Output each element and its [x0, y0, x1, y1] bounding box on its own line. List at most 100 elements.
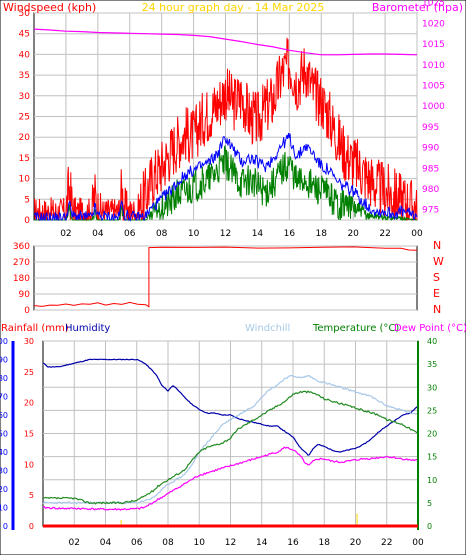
direction-tick-270: 270 [13, 258, 30, 268]
humidity-tick-70: 70 [0, 393, 8, 402]
direction-tick-180: 180 [13, 274, 30, 284]
series-temperature-c [42, 390, 419, 505]
wind-xtick-04: 04 [92, 229, 104, 239]
temperature-xtick-00: 00 [412, 538, 424, 548]
wind-xtick-08: 08 [156, 229, 168, 239]
series-barometer [33, 28, 418, 56]
barometer-axis-title: Barometer (hpa) [372, 1, 463, 14]
compass-label-s: S [433, 271, 440, 284]
wind-direction-panel: 0 90 180 270 360 N W S E N [13, 239, 444, 316]
humidity-tick-100: 100 [0, 337, 8, 346]
direction-tick-90: 90 [19, 290, 31, 300]
windspeed-tick-20: 20 [19, 133, 31, 143]
wind-xtick-00: 00 [411, 229, 423, 239]
series-direction [33, 246, 418, 308]
direction-grid [34, 245, 417, 311]
direction-degree-axis: 0 90 180 270 360 [13, 242, 30, 316]
humidity-tick-0: 0 [3, 522, 8, 531]
windspeed-tick-50: 50 [19, 9, 31, 19]
series-windchill [42, 374, 419, 505]
rainfall-tick-10: 10 [24, 460, 34, 469]
direction-tick-360: 360 [13, 242, 30, 252]
compass-label-n-bottom: N [433, 303, 441, 316]
rainfall-axis: 0 5 10 15 20 25 30 [24, 337, 34, 531]
wind-time-axis: 02 04 06 08 10 12 14 16 18 20 22 00 [60, 229, 423, 239]
temperature-xtick-08: 08 [162, 538, 174, 548]
temperature-tick-40: 40 [427, 337, 437, 346]
rainfall-axis-title: Rainfall (mm) [1, 323, 69, 334]
humidity-tick-10: 10 [0, 504, 8, 513]
humidity-tick-30: 30 [0, 467, 8, 476]
barometer-tick-1005: 1005 [422, 81, 445, 91]
wind-xtick-10: 10 [188, 229, 200, 239]
compass-label-e: E [433, 287, 440, 300]
rainfall-tick-25: 25 [24, 368, 34, 377]
barometer-tick-1010: 1010 [422, 61, 445, 71]
temperature-xtick-10: 10 [194, 538, 206, 548]
windspeed-tick-15: 15 [19, 154, 30, 164]
windchill-legend: Windchill [245, 323, 290, 334]
temperature-xtick-12: 12 [225, 538, 236, 548]
direction-tick-0: 0 [24, 306, 30, 316]
humidity-axis-title: Humidity [65, 323, 110, 334]
windspeed-axis: 0 5 10 15 20 25 30 35 40 45 50 [19, 9, 31, 226]
temperature-tick-20: 20 [427, 430, 437, 439]
wind-series [33, 28, 418, 222]
temperature-xtick-20: 20 [350, 538, 362, 548]
rainfall-tick-15: 15 [24, 430, 34, 439]
temperature-xtick-14: 14 [256, 538, 268, 548]
wind-xtick-12: 12 [220, 229, 231, 239]
temperature-tick-0: 0 [427, 522, 432, 531]
barometer-tick-985: 985 [422, 164, 439, 174]
wind-xtick-22: 22 [379, 229, 390, 239]
temperature-xtick-16: 16 [287, 538, 299, 548]
wind-xtick-20: 20 [347, 229, 359, 239]
barometer-tick-990: 990 [422, 144, 439, 154]
windspeed-tick-40: 40 [19, 50, 31, 60]
humidity-tick-40: 40 [0, 448, 8, 457]
temperature-time-axis: 02 04 06 08 10 12 14 16 18 20 22 00 [69, 538, 424, 548]
temperature-axis: 0 5 10 15 20 25 30 35 40 [427, 337, 437, 531]
direction-series [33, 246, 418, 308]
compass-label-n-top: N [433, 239, 441, 252]
humidity-tick-90: 90 [0, 356, 8, 365]
temperature-xtick-22: 22 [381, 538, 392, 548]
compass-axis: N W S E N [433, 239, 444, 316]
humidity-tick-20: 20 [0, 485, 8, 494]
series-average [33, 133, 418, 222]
windspeed-tick-25: 25 [19, 113, 30, 123]
humidity-axis: 0 10 20 30 40 50 60 70 80 90 100 [0, 337, 8, 531]
series-gust [33, 37, 418, 222]
temperature-tick-30: 30 [427, 383, 437, 392]
series-humidity [42, 358, 419, 456]
wind-xtick-16: 16 [284, 229, 296, 239]
temperature-xtick-02: 02 [69, 538, 80, 548]
temperature-series [42, 358, 419, 526]
series-dew-point-c [42, 446, 419, 511]
temperature-tick-10: 10 [427, 476, 437, 485]
windspeed-tick-35: 35 [19, 71, 30, 81]
windspeed-tick-0: 0 [24, 216, 30, 226]
barometer-axis: 975 980 985 990 995 1000 1005 1010 1015 1020 1025 [422, 0, 445, 216]
windspeed-axis-title: Windspeed (kph) [3, 1, 96, 14]
windspeed-tick-10: 10 [19, 175, 31, 185]
humidity-tick-60: 60 [0, 411, 8, 420]
temperature-legend: Temperature (°C) [312, 323, 399, 334]
barometer-tick-1000: 1000 [422, 102, 445, 112]
windspeed-tick-5: 5 [24, 195, 30, 205]
windspeed-tick-30: 30 [19, 92, 31, 102]
temperature-tick-15: 15 [427, 453, 437, 462]
rainfall-tick-20: 20 [24, 399, 34, 408]
wind-xtick-06: 06 [124, 229, 136, 239]
series-low [34, 144, 418, 222]
wind-xtick-18: 18 [316, 229, 328, 239]
barometer-tick-1015: 1015 [422, 40, 445, 50]
temperature-xtick-18: 18 [319, 538, 331, 548]
barometer-tick-995: 995 [422, 123, 439, 133]
chart-title: 24 hour graph day - 14 Mar 2025 [142, 1, 325, 14]
barometer-tick-1025: 1025 [422, 0, 445, 9]
wind-xtick-02: 02 [60, 229, 71, 239]
barometer-tick-980: 980 [422, 185, 439, 195]
